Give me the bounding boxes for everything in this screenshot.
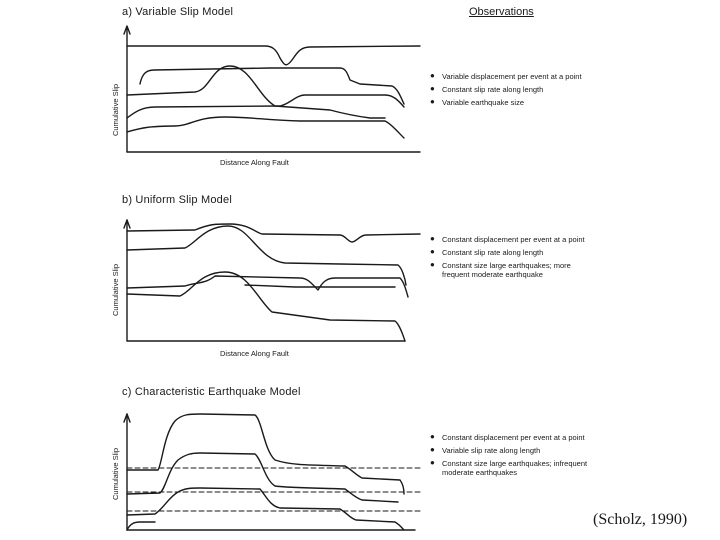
- slip-curve: [126, 521, 156, 531]
- panel-a-title: a) Variable Slip Model: [122, 6, 234, 18]
- panel-a-y-arrow: [123, 25, 131, 35]
- panel-c-title: c) Characteristic Earthquake Model: [122, 386, 301, 398]
- observation-item: Variable earthquake size: [430, 97, 602, 107]
- observation-item: Variable slip rate along length: [430, 445, 602, 455]
- slip-curve: [139, 67, 405, 105]
- slip-curve: [126, 116, 405, 139]
- panel-c-y-arrow: [123, 413, 131, 423]
- panel-b-plot: [123, 219, 421, 342]
- observation-item: Variable displacement per event at a poi…: [430, 71, 602, 81]
- panel-b-xlabel: Distance Along Fault: [220, 349, 289, 358]
- observation-item: Constant slip rate along length: [430, 247, 602, 257]
- panel-b-y-arrow: [123, 219, 131, 229]
- observation-item: Constant displacement per event at a poi…: [430, 234, 602, 244]
- slip-curve: [126, 275, 409, 298]
- panel-c-plot: [123, 413, 421, 531]
- slip-curve: [126, 452, 399, 503]
- panel-a-observations: Variable displacement per event at a poi…: [430, 71, 602, 111]
- observation-item: Constant size large earthquakes; infrequ…: [430, 458, 592, 477]
- slip-curve: [126, 223, 421, 243]
- slip-curve: [126, 45, 421, 66]
- slip-curve: [126, 225, 407, 286]
- observation-item: Constant displacement per event at a poi…: [430, 432, 602, 442]
- panel-a-xlabel: Distance Along Fault: [220, 158, 289, 167]
- slip-curve: [126, 413, 405, 495]
- panel-b-observations: Constant displacement per event at a poi…: [430, 234, 602, 283]
- slip-curve: [244, 284, 396, 288]
- observation-item: Constant slip rate along length: [430, 84, 602, 94]
- citation: (Scholz, 1990): [593, 511, 688, 528]
- slip-curve: [126, 271, 406, 342]
- panel-c-observations: Constant displacement per event at a poi…: [430, 432, 602, 481]
- observations-heading: Observations: [469, 6, 534, 18]
- slip-curve: [126, 65, 386, 119]
- observation-item: Constant size large earthquakes; more fr…: [430, 260, 592, 279]
- panel-b-title: b) Uniform Slip Model: [122, 194, 232, 206]
- slip-curve: [126, 94, 405, 119]
- panel-a-plot: [123, 25, 421, 153]
- slip-curve: [126, 487, 405, 531]
